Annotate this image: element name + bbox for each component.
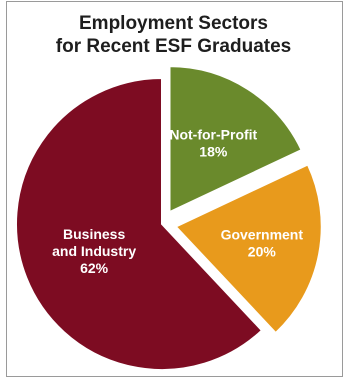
pie-label-business-and-industry: Business and Industry 62% [52, 226, 136, 276]
pie-label-line: Not-for-Profit [169, 127, 257, 143]
pie-label-line: 18% [199, 144, 228, 160]
pie-label-line: and Industry [52, 243, 136, 259]
pie-label-line: Government [221, 227, 304, 243]
pie-label-line: Business [63, 226, 125, 242]
pie-labels: Not-for-Profit 18% Government 20% Business an… [52, 127, 303, 276]
chart-title: Employment Sectors for Recent ESF Gradua… [0, 12, 347, 58]
pie-slice-not-for-profit [168, 65, 303, 214]
pie-label-line: 20% [248, 244, 277, 260]
pie-label-line: 62% [80, 260, 109, 276]
pie-slice-business-and-industry [15, 76, 264, 371]
pie-label-government: Government 20% [221, 227, 304, 260]
chart-title-line-1: Employment Sectors [79, 13, 268, 34]
chart-title-line-2: for Recent ESF Graduates [55, 36, 292, 57]
pie-label-not-for-profit: Not-for-Profit 18% [169, 127, 257, 160]
pie-slice-government [174, 163, 323, 335]
pie-slices [15, 65, 323, 371]
